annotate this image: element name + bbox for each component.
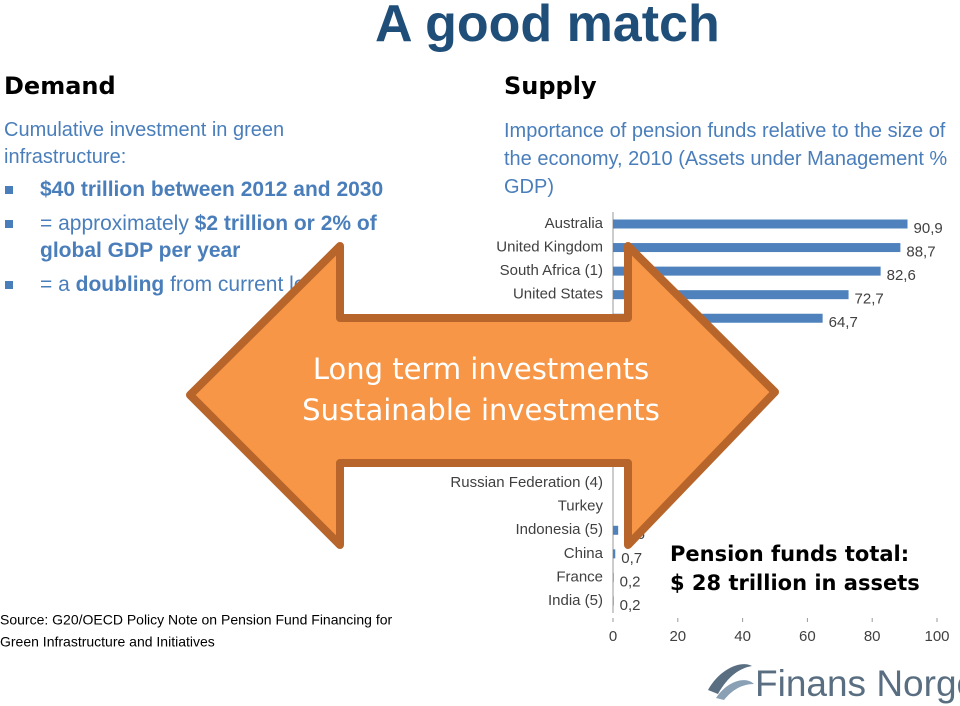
source-text: Green Infrastructure and Initiatives: [0, 634, 215, 650]
category-label: United Kingdom: [496, 239, 603, 256]
category-label: Russian Federation (4): [450, 474, 603, 491]
value-label: 64,7: [829, 314, 858, 331]
category-label: United States: [513, 286, 603, 303]
value-label: 82,6: [887, 267, 916, 284]
callout-text: $ 28 trillion in assets: [670, 571, 920, 595]
bullet-text: = approximately: [40, 212, 195, 235]
bar: [613, 290, 849, 300]
value-label: 0,7: [621, 550, 642, 567]
value-label: 0,2: [620, 573, 641, 590]
supply-intro: Importance of pension funds relative to …: [504, 120, 948, 198]
logo-text: Finans Norge: [755, 663, 960, 704]
source-text: Source: G20/OECD Policy Note on Pension …: [0, 612, 393, 628]
category-label: South Africa (1): [500, 262, 603, 279]
value-label: 88,7: [906, 244, 935, 261]
bar: [613, 266, 881, 276]
x-tick-label: 80: [864, 628, 881, 645]
value-label: 90,9: [914, 220, 943, 237]
value-label: 72,7: [855, 291, 884, 308]
bar: [613, 572, 614, 582]
demand-heading: Demand: [4, 72, 116, 100]
x-tick-label: 20: [669, 628, 686, 645]
bullet: = approximately $2 trillion or 2% of glo…: [0, 210, 420, 264]
value-label: 0,2: [620, 597, 641, 614]
x-tick-label: 0: [609, 628, 617, 645]
category-label: India (5): [548, 592, 603, 609]
arrow-text: Long term investments: [313, 352, 649, 386]
supply-heading: Supply: [504, 72, 597, 100]
bar: [613, 596, 614, 606]
slide-title: A good match: [375, 0, 720, 53]
callout-text: Pension funds total:: [670, 542, 909, 566]
demand-intro: Cumulative investment in green infrastru…: [4, 119, 285, 168]
category-label: France: [556, 568, 603, 585]
double-arrow: [186, 242, 779, 549]
bar: [613, 313, 823, 323]
category-label: Turkey: [558, 498, 604, 515]
category-label: China: [564, 545, 604, 562]
category-label: Indonesia (5): [515, 521, 603, 538]
x-tick-label: 40: [734, 628, 751, 645]
category-label: Australia: [545, 215, 604, 232]
bullet-text: = a: [40, 273, 76, 296]
x-tick-label: 100: [924, 628, 949, 645]
x-tick-label: 60: [799, 628, 816, 645]
bar: [613, 525, 619, 535]
bullet-text: $2 trillion or 2% of global GDP per year: [40, 212, 377, 262]
bar: [613, 243, 901, 253]
logo-icon: [708, 664, 754, 700]
arrow-text: Sustainable investments: [302, 393, 660, 427]
bullet-text: doubling: [75, 273, 165, 296]
bullet-text: $40 trillion between 2012 and 2030: [40, 178, 384, 201]
bullet: $40 trillion between 2012 and 2030: [0, 176, 420, 203]
bar: [613, 549, 616, 559]
bar: [613, 219, 908, 229]
